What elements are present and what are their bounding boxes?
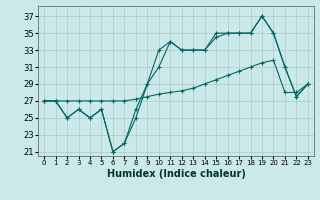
X-axis label: Humidex (Indice chaleur): Humidex (Indice chaleur) [107, 169, 245, 179]
